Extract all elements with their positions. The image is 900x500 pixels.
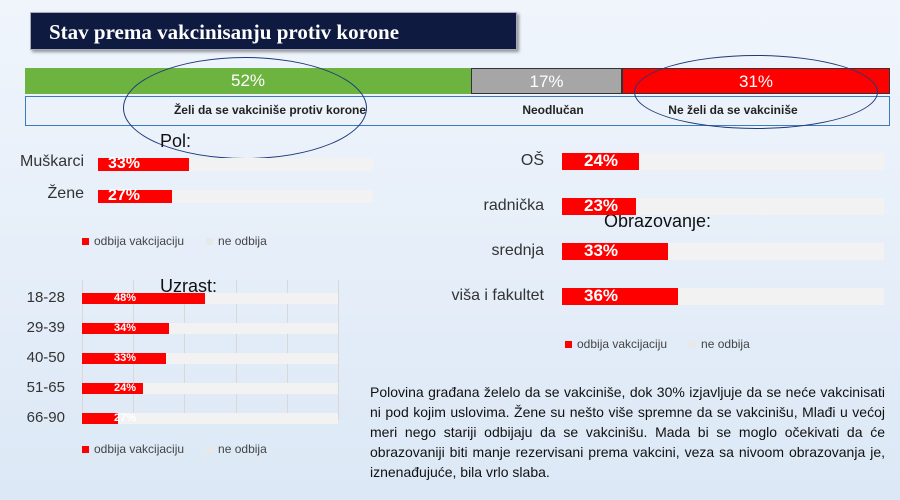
legend-swatch <box>82 446 89 454</box>
legend-swatch <box>206 446 214 454</box>
category-label: viša i fakultet <box>451 287 544 304</box>
gridline <box>184 280 186 420</box>
legend-item: ne odbija <box>689 337 750 351</box>
category-label: radnička <box>483 197 544 214</box>
gridline <box>133 280 135 420</box>
data-label: 24% <box>114 382 137 394</box>
bar-track: 33% <box>98 155 373 172</box>
bar-track: 33% <box>562 241 884 260</box>
bar-track: 48% <box>82 292 338 304</box>
summary-label-2: Neodlučan <box>522 103 584 117</box>
bar-refuse <box>98 190 173 203</box>
data-label: 23% <box>584 196 619 215</box>
legend-label: odbija vakcijaciju <box>577 337 668 351</box>
legend-item: odbija vakcijaciju <box>82 234 184 248</box>
category-label: srednja <box>491 242 544 259</box>
bar-track: 23% <box>562 196 884 215</box>
bar-refuse <box>82 353 167 364</box>
bar-refuse <box>98 158 189 171</box>
gridline <box>338 280 339 420</box>
legend-label: ne odbija <box>701 337 750 351</box>
bar-track: 27% <box>98 187 373 204</box>
legend-swatch <box>206 238 214 246</box>
bar-refuse <box>562 198 637 215</box>
gridline <box>235 280 237 420</box>
title-box: Stav prema vakcinisanju protiv korone <box>30 12 517 50</box>
age-gridlines <box>82 280 339 420</box>
data-label: 36% <box>584 286 619 305</box>
legend-item: ne odbija <box>206 442 267 456</box>
gridline <box>82 280 83 420</box>
category-label: OŠ <box>520 152 544 169</box>
bar-track: 27% <box>82 412 338 424</box>
bar-refuse <box>82 413 118 424</box>
bar-refuse <box>82 323 170 334</box>
highlight-ellipse-right <box>634 55 878 129</box>
chart-legend: odbija vakcijaciju ne odbija <box>82 442 289 456</box>
summary-paragraph: Polovina građana želelo da se vakciniše,… <box>370 384 885 480</box>
legend-item: odbija vakcijaciju <box>82 442 184 456</box>
bar-track: 24% <box>82 382 338 394</box>
bar-refuse <box>82 383 144 394</box>
data-label: 33% <box>114 352 137 364</box>
page-title: Stav prema vakcinisanju protiv korone <box>49 20 400 44</box>
summary-segment-2: 17% <box>471 68 622 94</box>
legend-item: odbija vakcijaciju <box>565 337 667 351</box>
legend-swatch <box>689 341 697 349</box>
bar-refuse <box>562 288 678 305</box>
category-label: 51-65 <box>26 379 65 396</box>
data-label: 48% <box>114 292 137 304</box>
category-label: Žene <box>47 185 84 202</box>
legend-swatch <box>82 238 89 246</box>
legend-item: ne odbija <box>206 234 267 248</box>
chart-title-obrazovanje: Obrazovanje: <box>604 211 712 231</box>
bar-refuse <box>562 243 669 260</box>
bar-track: 24% <box>562 151 884 170</box>
bar-refuse <box>562 153 640 170</box>
legend-label: ne odbija <box>218 234 267 248</box>
chart-title-pol: Pol: <box>160 131 192 151</box>
category-label: 18-28 <box>26 289 65 306</box>
data-label: 24% <box>584 151 619 170</box>
bar-track: 34% <box>82 322 338 334</box>
legend-label: ne odbija <box>218 442 267 456</box>
data-label: 33% <box>108 155 141 172</box>
legend-label: odbija vakcijaciju <box>94 234 185 248</box>
category-label: 40-50 <box>26 349 65 366</box>
bar-track: 33% <box>82 352 338 364</box>
chart-title-uzrast: Uzrast: <box>160 276 218 296</box>
category-label: 66-90 <box>26 409 65 426</box>
chart-legend: odbija vakcijaciju ne odbija <box>565 337 772 351</box>
legend-swatch <box>565 341 572 349</box>
category-label: Muškarci <box>19 153 84 170</box>
data-label: 27% <box>108 187 141 204</box>
gridline <box>286 280 288 420</box>
data-label: 27% <box>114 412 137 424</box>
data-label: 34% <box>114 322 137 334</box>
category-label: 29-39 <box>26 319 65 336</box>
bar-refuse <box>82 293 205 304</box>
legend-label: odbija vakcijaciju <box>94 442 185 456</box>
data-label: 33% <box>584 241 619 260</box>
chart-legend: odbija vakcijaciju ne odbija <box>82 234 289 248</box>
bar-track: 36% <box>562 286 884 305</box>
